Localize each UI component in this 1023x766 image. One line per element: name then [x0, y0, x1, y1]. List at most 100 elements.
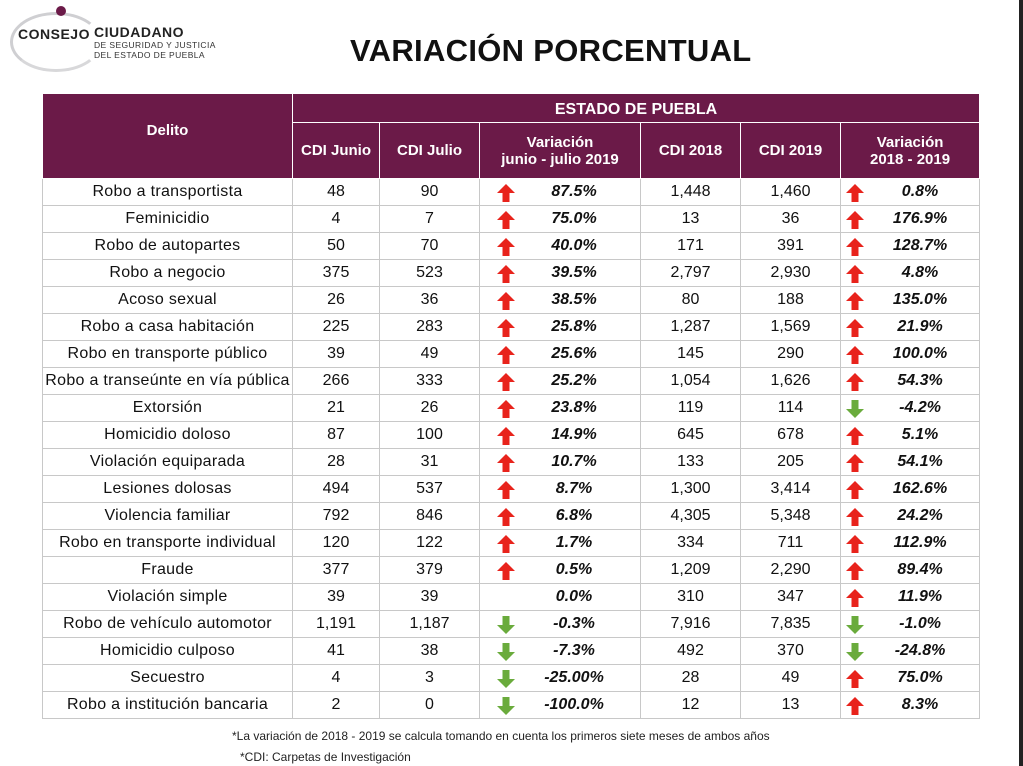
- cell-cdi-2019: 391: [740, 232, 841, 260]
- cell-cdi-2018: 4,305: [640, 502, 741, 530]
- cell-cdi-junio: 48: [292, 178, 380, 206]
- cell-cdi-julio: 0: [379, 691, 480, 719]
- cell-variacion-2018-2019: 112.9%: [839, 529, 981, 557]
- arrow-up-icon: [846, 589, 864, 607]
- arrow-up-icon: [497, 346, 515, 364]
- cell-cdi-julio: 283: [379, 313, 480, 341]
- cell-cdi-junio: 1,191: [292, 610, 380, 638]
- arrow-up-icon: [846, 319, 864, 337]
- cell-variacion-2018-2019: 5.1%: [839, 421, 981, 449]
- cell-cdi-2019: 5,348: [740, 502, 841, 530]
- variacion-junio-julio-value: 0.0%: [555, 588, 593, 605]
- variacion-junio-julio-value: 39.5%: [551, 264, 597, 281]
- cell-cdi-2019: 49: [740, 664, 841, 692]
- header-variacion-2018-2019: Variación 2018 - 2019: [839, 122, 981, 179]
- table-row: Violencia familiar 792 846 6.8% 4,305 5,348 24…: [42, 502, 981, 530]
- table-row: Robo a transeúnte en vía pública 266 333 25…: [42, 367, 981, 395]
- cell-cdi-julio: 122: [379, 529, 480, 557]
- cell-cdi-julio: 70: [379, 232, 480, 260]
- variacion-junio-julio-value: 14.9%: [551, 426, 597, 443]
- cell-variacion-junio-julio: -25.00%: [479, 664, 641, 692]
- arrow-up-icon: [846, 373, 864, 391]
- cell-cdi-2018: 2,797: [640, 259, 741, 287]
- cell-cdi-2019: 711: [740, 529, 841, 557]
- arrow-up-icon: [846, 670, 864, 688]
- cell-cdi-2018: 145: [640, 340, 741, 368]
- variacion-2018-2019-value: 5.1%: [901, 426, 939, 443]
- cell-cdi-julio: 39: [379, 583, 480, 611]
- table-row: Acoso sexual 26 36 38.5% 80 188 135.0%: [42, 286, 981, 314]
- cell-variacion-junio-julio: 6.8%: [479, 502, 641, 530]
- cell-cdi-2018: 645: [640, 421, 741, 449]
- cell-cdi-junio: 21: [292, 394, 380, 422]
- cell-cdi-julio: 1,187: [379, 610, 480, 638]
- header-variacion-junio-julio-line1: Variación: [526, 133, 594, 151]
- cell-delito: Acoso sexual: [42, 286, 293, 314]
- cell-cdi-junio: 39: [292, 340, 380, 368]
- logo-ciudadano: CIUDADANO: [94, 24, 185, 40]
- cell-variacion-2018-2019: 11.9%: [839, 583, 981, 611]
- cell-variacion-junio-julio: -0.3%: [479, 610, 641, 638]
- cell-variacion-2018-2019: 128.7%: [839, 232, 981, 260]
- cell-cdi-junio: 4: [292, 664, 380, 692]
- arrow-up-icon: [846, 535, 864, 553]
- arrow-down-icon: [497, 643, 515, 661]
- variacion-2018-2019-value: 128.7%: [892, 237, 948, 254]
- arrow-up-icon: [846, 481, 864, 499]
- header-variacion-junio-julio-line2: junio - julio 2019: [501, 150, 619, 168]
- cell-cdi-2018: 1,209: [640, 556, 741, 584]
- cell-cdi-2019: 370: [740, 637, 841, 665]
- arrow-up-icon: [497, 427, 515, 445]
- cell-variacion-junio-julio: 10.7%: [479, 448, 641, 476]
- cell-cdi-2018: 1,054: [640, 367, 741, 395]
- cell-variacion-junio-julio: 40.0%: [479, 232, 641, 260]
- header-variacion-junio-julio: Variación junio - julio 2019: [479, 122, 641, 179]
- cell-cdi-junio: 377: [292, 556, 380, 584]
- arrow-up-icon: [497, 535, 515, 553]
- variacion-junio-julio-value: -25.00%: [544, 669, 604, 686]
- variacion-2018-2019-value: 75.0%: [897, 669, 943, 686]
- variacion-2018-2019-value: -1.0%: [899, 615, 941, 632]
- cell-variacion-junio-julio: 87.5%: [479, 178, 641, 206]
- cell-cdi-julio: 49: [379, 340, 480, 368]
- cell-cdi-2019: 2,930: [740, 259, 841, 287]
- cell-cdi-julio: 90: [379, 178, 480, 206]
- cell-delito: Robo a institución bancaria: [42, 691, 293, 719]
- cell-cdi-2018: 119: [640, 394, 741, 422]
- cell-cdi-junio: 41: [292, 637, 380, 665]
- cell-cdi-2018: 334: [640, 529, 741, 557]
- variacion-junio-julio-value: 25.8%: [551, 318, 597, 335]
- arrow-up-icon: [497, 184, 515, 202]
- cell-cdi-2019: 1,569: [740, 313, 841, 341]
- variacion-junio-julio-value: -100.0%: [544, 696, 604, 713]
- cell-cdi-junio: 792: [292, 502, 380, 530]
- table-row: Robo de vehículo automotor 1,191 1,187 -0.3…: [42, 610, 981, 638]
- cell-delito: Robo de autopartes: [42, 232, 293, 260]
- cell-cdi-julio: 3: [379, 664, 480, 692]
- header-delito: Delito: [42, 93, 293, 179]
- arrow-up-icon: [846, 346, 864, 364]
- arrow-down-icon: [497, 616, 515, 634]
- variacion-2018-2019-value: -4.2%: [899, 399, 941, 416]
- cell-cdi-2018: 310: [640, 583, 741, 611]
- footnote-variacion: *La variación de 2018 - 2019 se calcula …: [232, 729, 770, 743]
- cell-variacion-junio-julio: 23.8%: [479, 394, 641, 422]
- arrow-up-icon: [497, 508, 515, 526]
- cell-cdi-junio: 87: [292, 421, 380, 449]
- cell-variacion-junio-julio: 25.6%: [479, 340, 641, 368]
- arrow-down-icon: [846, 400, 864, 418]
- cell-cdi-julio: 523: [379, 259, 480, 287]
- cell-variacion-2018-2019: 100.0%: [839, 340, 981, 368]
- arrow-up-icon: [846, 427, 864, 445]
- cell-variacion-junio-julio: -100.0%: [479, 691, 641, 719]
- variacion-junio-julio-value: -0.3%: [553, 615, 595, 632]
- logo-subtitle-1: DE SEGURIDAD Y JUSTICIA: [94, 40, 216, 50]
- variacion-junio-julio-value: 87.5%: [551, 183, 597, 200]
- arrow-up-icon: [846, 562, 864, 580]
- table-row: Robo a negocio 375 523 39.5% 2,797 2,930 4.8%: [42, 259, 981, 287]
- variacion-2018-2019-value: 4.8%: [901, 264, 939, 281]
- cell-delito: Homicidio culposo: [42, 637, 293, 665]
- table-row: Robo en transporte individual 120 122 1.7% 3…: [42, 529, 981, 557]
- variacion-2018-2019-value: 0.8%: [901, 183, 939, 200]
- header-cdi-junio: CDI Junio: [292, 122, 380, 179]
